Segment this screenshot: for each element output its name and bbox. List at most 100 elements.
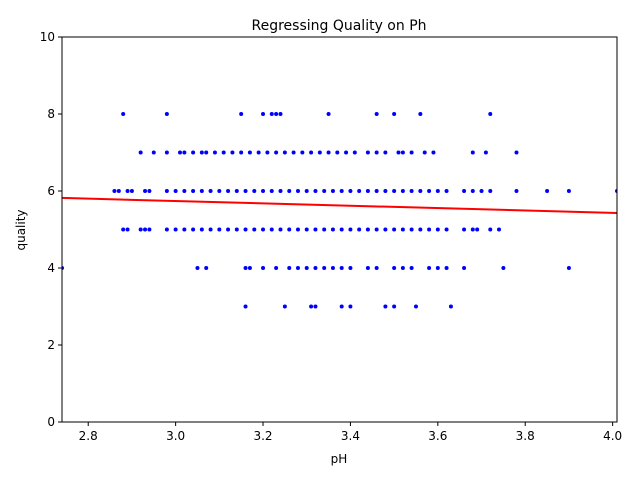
- data-point: [164, 150, 169, 155]
- data-point: [269, 112, 274, 116]
- data-point: [274, 266, 279, 270]
- data-point: [470, 150, 475, 155]
- data-point: [309, 304, 314, 309]
- data-point: [204, 150, 209, 155]
- data-point: [247, 266, 252, 270]
- data-point: [317, 150, 322, 155]
- data-point: [243, 189, 248, 193]
- data-point: [479, 189, 484, 193]
- data-point: [392, 266, 397, 270]
- data-point: [278, 112, 283, 116]
- data-point: [396, 150, 401, 155]
- data-point: [374, 189, 379, 193]
- data-point: [300, 150, 305, 155]
- data-point: [357, 189, 362, 193]
- data-point: [295, 227, 300, 232]
- data-point: [501, 266, 506, 270]
- data-point: [226, 189, 231, 193]
- data-point: [330, 189, 335, 193]
- y-tick-label: 0: [47, 415, 55, 429]
- x-tick-label: 3.2: [253, 429, 272, 443]
- data-point: [143, 227, 148, 232]
- data-point: [418, 112, 423, 116]
- data-point: [322, 266, 327, 270]
- data-point: [427, 189, 432, 193]
- data-point: [199, 227, 204, 232]
- data-point: [344, 150, 349, 155]
- axes-frame: [61, 36, 618, 423]
- data-point: [309, 150, 314, 155]
- data-point: [330, 266, 335, 270]
- data-point: [435, 227, 440, 232]
- data-point: [392, 189, 397, 193]
- data-point: [243, 227, 248, 232]
- data-point: [291, 150, 296, 155]
- data-point: [488, 189, 493, 193]
- data-point: [413, 304, 418, 309]
- data-point: [374, 150, 379, 155]
- data-point: [243, 266, 248, 270]
- data-point: [352, 150, 357, 155]
- data-point: [383, 150, 388, 155]
- data-point: [208, 227, 213, 232]
- data-point: [212, 150, 217, 155]
- data-point: [199, 189, 204, 193]
- data-point: [383, 189, 388, 193]
- data-point: [488, 227, 493, 232]
- data-point: [287, 189, 292, 193]
- y-tick-label: 2: [47, 338, 55, 352]
- data-point: [247, 150, 252, 155]
- data-point: [199, 150, 204, 155]
- data-point: [326, 112, 331, 116]
- data-point: [274, 112, 279, 116]
- plot-inner: [62, 112, 617, 309]
- data-point: [239, 112, 244, 116]
- data-point: [138, 227, 143, 232]
- data-point: [435, 266, 440, 270]
- x-tick-label: 3.8: [516, 429, 535, 443]
- x-tick-label: 3.6: [428, 429, 447, 443]
- data-point: [448, 304, 453, 309]
- data-point: [422, 150, 427, 155]
- data-point: [177, 150, 182, 155]
- data-point: [348, 304, 353, 309]
- data-point: [339, 266, 344, 270]
- data-point: [182, 150, 187, 155]
- data-point: [304, 189, 309, 193]
- plot-area: [61, 36, 618, 423]
- data-point: [265, 150, 270, 155]
- data-point: [418, 189, 423, 193]
- data-point: [462, 189, 467, 193]
- data-point: [261, 227, 266, 232]
- y-axis-label: quality: [14, 209, 28, 250]
- data-point: [182, 227, 187, 232]
- data-point: [365, 189, 370, 193]
- data-point: [252, 189, 257, 193]
- data-point: [191, 227, 196, 232]
- data-point: [256, 150, 261, 155]
- data-point: [287, 227, 292, 232]
- data-point: [409, 266, 414, 270]
- data-point: [191, 189, 196, 193]
- data-point: [182, 189, 187, 193]
- y-axis-ticks: 0 2 4 6 8 10: [40, 30, 62, 429]
- data-point: [365, 150, 370, 155]
- data-point: [392, 112, 397, 116]
- data-point: [282, 150, 287, 155]
- data-point: [234, 189, 239, 193]
- data-point: [470, 227, 475, 232]
- data-point: [409, 189, 414, 193]
- data-point: [221, 150, 226, 155]
- data-point: [313, 227, 318, 232]
- data-point: [475, 227, 480, 232]
- data-point: [116, 189, 121, 193]
- y-tick-label: 10: [40, 30, 55, 44]
- data-point: [427, 266, 432, 270]
- data-point: [313, 266, 318, 270]
- data-point: [191, 150, 196, 155]
- data-point: [339, 189, 344, 193]
- data-point: [545, 189, 550, 193]
- data-point: [313, 304, 318, 309]
